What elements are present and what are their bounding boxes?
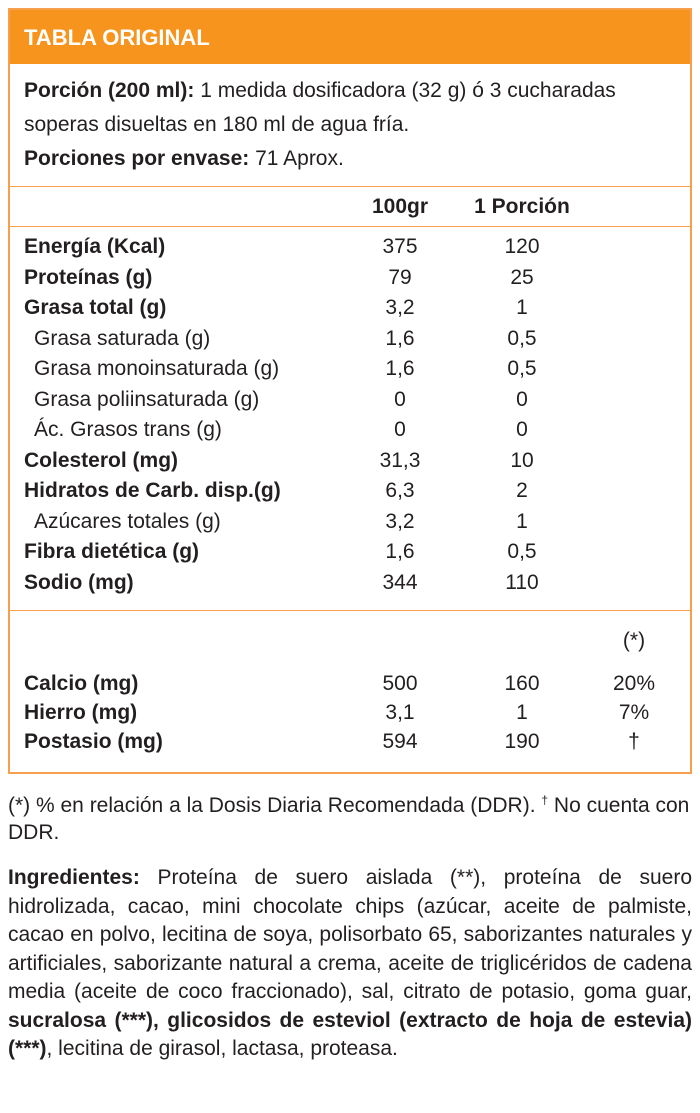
row-label: Postasio (mg)	[24, 730, 163, 753]
ingredients-text: Proteína de suero aislada (**), proteína…	[8, 866, 692, 1003]
cell-value: 1,6	[385, 326, 415, 350]
divider	[10, 610, 690, 611]
row-label: Sodio (mg)	[24, 570, 134, 594]
cell-value: 10	[510, 448, 534, 472]
row-label: Fibra dietética (g)	[24, 540, 200, 563]
row-label: Grasa monoinsaturada (g)	[34, 357, 280, 380]
portion-text: 1 medida dosificadora (32 g) ó 3 cuchara…	[24, 79, 616, 136]
ddr-header-row: (*)	[24, 626, 684, 656]
cell-value: †	[628, 730, 640, 753]
nutrient-row: Fibra dietética (g) 1,6 0,5	[24, 537, 684, 567]
cell-value: 0	[516, 387, 528, 411]
cell-value: 3,1	[385, 701, 415, 724]
row-label: Grasa total (g)	[24, 296, 167, 319]
column-header: 100gr	[371, 195, 429, 218]
cell-value: 79	[388, 265, 412, 289]
footnote-text: (*) % en relación a la Dosis Diaria Reco…	[8, 794, 536, 817]
ingredients: Ingredientes: Proteína de suero aislada …	[8, 864, 692, 1064]
mineral-row: Postasio (mg) 594 190 †	[24, 727, 684, 757]
cell-value: 594	[382, 730, 418, 753]
servings-label: Porciones por envase:	[24, 147, 250, 170]
nutrition-table: TABLA ORIGINAL Porción (200 ml): 1 medid…	[8, 8, 692, 774]
cell-value: 0	[394, 387, 406, 411]
row-label: Colesterol (mg)	[24, 448, 179, 472]
portion-label: Porción (200 ml):	[24, 79, 195, 102]
cell-value: 1	[516, 509, 528, 533]
cell-value: 1	[516, 701, 528, 724]
sub-nutrient-row: Ác. Grasos trans (g) 0 0	[24, 415, 684, 445]
nutrient-row: Colesterol (mg) 31,3 10	[24, 446, 684, 476]
row-label: Hierro (mg)	[24, 701, 138, 724]
cell-value: 110	[505, 570, 539, 594]
divider	[10, 186, 690, 187]
row-label: Energía (Kcal)	[24, 235, 166, 258]
nutrient-row: Energía (Kcal) 375 120	[24, 232, 684, 262]
cell-value: 0,5	[507, 357, 537, 380]
cell-value: 20%	[612, 672, 656, 695]
cell-value: 3,2	[385, 509, 415, 533]
cell-value: 190	[504, 730, 540, 753]
footnote-mark: †	[541, 793, 549, 807]
portion-line: Porción (200 ml): 1 medida dosificadora …	[24, 74, 674, 142]
cell-value: 0	[394, 418, 406, 441]
servings-line: Porciones por envase: 71 Aprox.	[24, 142, 674, 176]
nutrient-row: Hidratos de Carb. disp.(g) 6,3 2	[24, 476, 684, 506]
ingredients-label: Ingredientes:	[8, 866, 140, 889]
nutrient-row: Proteínas (g) 79 25	[24, 263, 684, 293]
nutrient-row: Grasa total (g) 3,2 1	[24, 293, 684, 323]
row-label: Hidratos de Carb. disp.(g)	[24, 479, 281, 502]
row-label: Ác. Grasos trans (g)	[34, 418, 222, 441]
cell-value: 500	[382, 672, 418, 695]
cell-value: 1	[516, 296, 528, 319]
nutrient-row: Sodio (mg) 344 110	[24, 568, 684, 598]
ddr-header: (*)	[622, 629, 646, 652]
column-header: 1 Porción	[474, 195, 570, 218]
cell-value: 6,3	[385, 479, 415, 502]
cell-value: 31,3	[379, 448, 421, 472]
ingredients-bold: sucralosa (***), glicosidos de esteviol …	[8, 1008, 692, 1061]
cell-value: 1,6	[385, 357, 415, 380]
cell-value: 160	[504, 672, 540, 695]
divider	[10, 226, 690, 227]
cell-value: 0,5	[507, 326, 537, 350]
cell-value: 25	[510, 265, 534, 289]
mineral-row: Calcio (mg) 500 160 20%	[24, 669, 684, 699]
row-label: Grasa saturada (g)	[34, 326, 211, 350]
footnote-text: No cuenta con DDR.	[8, 794, 690, 844]
cell-value: 375	[382, 235, 418, 258]
mineral-row: Hierro (mg) 3,1 1 7%	[24, 698, 684, 728]
sub-nutrient-row: Grasa monoinsaturada (g) 1,6 0,5	[24, 354, 684, 384]
row-label: Proteínas (g)	[24, 265, 153, 289]
cell-value: 3,2	[385, 296, 415, 319]
serving-info: Porción (200 ml): 1 medida dosificadora …	[24, 74, 674, 176]
cell-value: 344	[382, 570, 418, 594]
row-label: Azúcares totales (g)	[34, 509, 221, 533]
cell-value: 7%	[618, 701, 650, 724]
sub-nutrient-row: Grasa poliinsaturada (g) 0 0	[24, 385, 684, 415]
cell-value: 2	[516, 479, 528, 502]
servings-text: 71 Aprox.	[255, 147, 344, 170]
column-header-row: 100gr 1 Porción	[24, 192, 684, 222]
row-label: Calcio (mg)	[24, 672, 139, 695]
cell-value: 120	[504, 235, 540, 258]
sub-nutrient-row: Azúcares totales (g) 3,2 1	[24, 507, 684, 537]
ingredients-text: , lecitina de girasol, lactasa, proteasa…	[46, 1037, 398, 1060]
table-title: TABLA ORIGINAL	[10, 10, 690, 64]
cell-value: 0,5	[507, 540, 537, 563]
sub-nutrient-row: Grasa saturada (g) 1,6 0,5	[24, 324, 684, 354]
cell-value: 1,6	[385, 540, 415, 563]
cell-value: 0	[516, 418, 528, 441]
row-label: Grasa poliinsaturada (g)	[34, 387, 260, 411]
footnote: (*) % en relación a la Dosis Diaria Reco…	[8, 792, 692, 846]
